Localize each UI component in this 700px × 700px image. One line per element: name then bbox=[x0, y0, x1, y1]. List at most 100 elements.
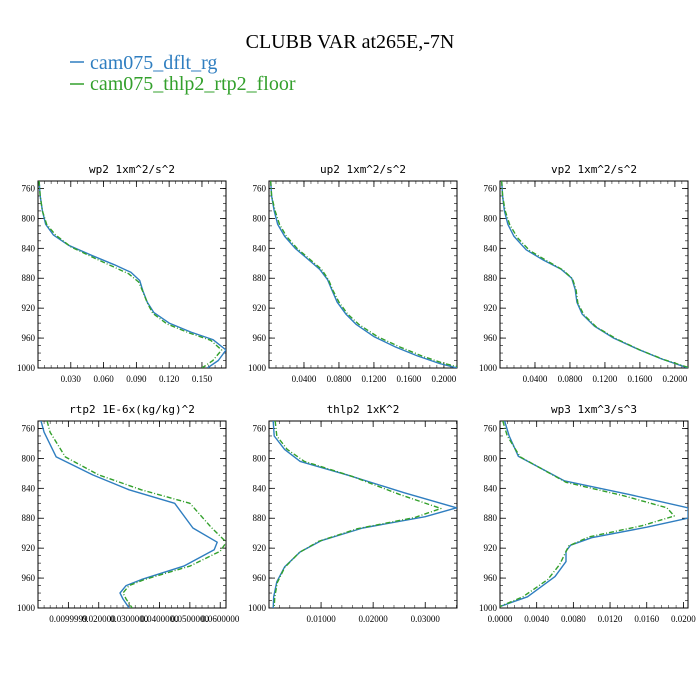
panel-title: wp2 1xm^2/s^2 bbox=[89, 163, 175, 176]
y-tick-label: 960 bbox=[253, 573, 267, 583]
y-tick-label: 880 bbox=[484, 273, 498, 283]
x-tick-label: 0.0400 bbox=[292, 374, 317, 384]
series-line-1 bbox=[46, 421, 226, 608]
series-line-0 bbox=[38, 181, 226, 368]
y-tick-label: 840 bbox=[22, 243, 36, 253]
x-tick-label: 0.0099999 bbox=[49, 614, 88, 624]
x-tick-label: 0.0600000 bbox=[201, 614, 240, 624]
y-tick-label: 880 bbox=[22, 513, 36, 523]
y-tick-label: 800 bbox=[484, 453, 498, 463]
y-tick-label: 880 bbox=[253, 273, 267, 283]
y-tick-label: 760 bbox=[22, 423, 36, 433]
series-line-0 bbox=[501, 181, 688, 368]
y-tick-label: 760 bbox=[484, 183, 498, 193]
y-tick-label: 760 bbox=[484, 423, 498, 433]
y-tick-label: 840 bbox=[484, 483, 498, 493]
x-tick-label: 0.03000 bbox=[411, 614, 441, 624]
x-tick-label: 0.030 bbox=[61, 374, 82, 384]
series-line-1 bbox=[273, 421, 442, 608]
y-tick-label: 840 bbox=[22, 483, 36, 493]
plot-frame bbox=[499, 180, 689, 369]
x-tick-label: 0.1200 bbox=[593, 374, 618, 384]
x-tick-label: 0.0080 bbox=[561, 614, 586, 624]
y-tick-label: 760 bbox=[22, 183, 36, 193]
series-line-1 bbox=[501, 181, 688, 368]
x-tick-label: 0.0400 bbox=[523, 374, 548, 384]
panel-grid: wp2 1xm^2/s^2 760 800 840 880 920 960 1000 0.030… bbox=[17, 163, 696, 624]
panel-0: wp2 1xm^2/s^2 760 800 840 880 920 960 1000 0.030… bbox=[17, 163, 227, 384]
y-tick-label: 960 bbox=[22, 573, 36, 583]
y-tick-label: 840 bbox=[484, 243, 498, 253]
y-tick-label: 800 bbox=[253, 453, 267, 463]
legend-label-1: cam075_thlp2_rtp2_floor bbox=[90, 73, 296, 95]
y-tick-label: 760 bbox=[253, 423, 267, 433]
panel-title: vp2 1xm^2/s^2 bbox=[551, 163, 637, 176]
y-tick-label: 880 bbox=[484, 513, 498, 523]
plot-frame bbox=[499, 420, 689, 609]
panel-4: thlp2 1xK^2 760 800 840 880 920 960 1000 0.01000… bbox=[248, 403, 458, 624]
y-tick-label: 840 bbox=[253, 243, 267, 253]
x-tick-label: 0.0000 bbox=[488, 614, 513, 624]
panel-1: up2 1xm^2/s^2 760 800 840 880 920 960 1000 0.040… bbox=[248, 163, 458, 384]
y-tick-label: 1000 bbox=[479, 603, 498, 613]
x-tick-label: 0.2000 bbox=[432, 374, 457, 384]
x-tick-label: 0.020000 bbox=[82, 614, 116, 624]
plot-frame bbox=[268, 420, 458, 609]
x-tick-label: 0.1600 bbox=[628, 374, 653, 384]
y-tick-label: 1000 bbox=[17, 363, 36, 373]
series-line-0 bbox=[40, 421, 218, 608]
x-tick-label: 0.0120 bbox=[598, 614, 623, 624]
y-tick-label: 960 bbox=[484, 573, 498, 583]
x-tick-label: 0.0040 bbox=[524, 614, 549, 624]
plot-frame bbox=[37, 420, 227, 609]
y-tick-label: 1000 bbox=[248, 363, 267, 373]
y-tick-label: 1000 bbox=[248, 603, 267, 613]
y-tick-label: 880 bbox=[253, 513, 267, 523]
panel-5: wp3 1xm^3/s^3 760 800 840 880 920 960 10000.000… bbox=[479, 403, 696, 624]
series-line-0 bbox=[270, 181, 457, 368]
y-tick-label: 840 bbox=[253, 483, 267, 493]
x-tick-label: 0.02000 bbox=[359, 614, 389, 624]
panel-3: rtp2 1E-6x(kg/kg)^2 760 800 840 880 920 960 100… bbox=[17, 403, 240, 624]
x-tick-label: 0.060 bbox=[93, 374, 114, 384]
legend-label-0: cam075_dflt_rg bbox=[90, 52, 217, 74]
y-tick-label: 920 bbox=[484, 303, 498, 313]
x-tick-label: 0.2000 bbox=[663, 374, 688, 384]
x-tick-label: 0.120 bbox=[159, 374, 180, 384]
series-line-1 bbox=[500, 421, 675, 608]
series-line-0 bbox=[500, 421, 688, 608]
plot-frame bbox=[37, 180, 227, 369]
y-tick-label: 800 bbox=[484, 213, 498, 223]
y-tick-label: 800 bbox=[22, 213, 36, 223]
panel-title: up2 1xm^2/s^2 bbox=[320, 163, 406, 176]
x-tick-label: 0.0400000 bbox=[140, 614, 179, 624]
series-line-1 bbox=[270, 181, 457, 368]
y-tick-label: 920 bbox=[253, 543, 267, 553]
panel-title: thlp2 1xK^2 bbox=[327, 403, 400, 416]
figure-title: CLUBB VAR at265E,-7N bbox=[246, 31, 455, 53]
y-tick-label: 880 bbox=[22, 273, 36, 283]
legend: cam075_dflt_rg cam075_thlp2_rtp2_floor bbox=[70, 52, 296, 95]
x-tick-label: 0.090 bbox=[126, 374, 147, 384]
y-tick-label: 960 bbox=[484, 333, 498, 343]
x-tick-label: 0.0200 bbox=[671, 614, 696, 624]
y-tick-label: 920 bbox=[484, 543, 498, 553]
x-tick-label: 0.0800 bbox=[327, 374, 352, 384]
panel-2: vp2 1xm^2/s^2 760 800 840 880 920 960 1000 0.040… bbox=[479, 163, 689, 384]
x-tick-label: 0.0300000 bbox=[110, 614, 149, 624]
y-tick-label: 920 bbox=[253, 303, 267, 313]
y-tick-label: 800 bbox=[22, 453, 36, 463]
y-tick-label: 760 bbox=[253, 183, 267, 193]
y-tick-label: 1000 bbox=[479, 363, 498, 373]
panel-title: rtp2 1E-6x(kg/kg)^2 bbox=[69, 403, 195, 416]
series-line-0 bbox=[272, 421, 457, 608]
y-tick-label: 1000 bbox=[17, 603, 36, 613]
x-tick-label: 0.01000 bbox=[306, 614, 336, 624]
x-tick-label: 0.0160 bbox=[634, 614, 659, 624]
series-line-1 bbox=[38, 181, 223, 368]
panel-title: wp3 1xm^3/s^3 bbox=[551, 403, 637, 416]
x-tick-label: 0.0800 bbox=[558, 374, 583, 384]
x-tick-label: 0.150 bbox=[192, 374, 213, 384]
x-tick-label: 0.1200 bbox=[362, 374, 387, 384]
